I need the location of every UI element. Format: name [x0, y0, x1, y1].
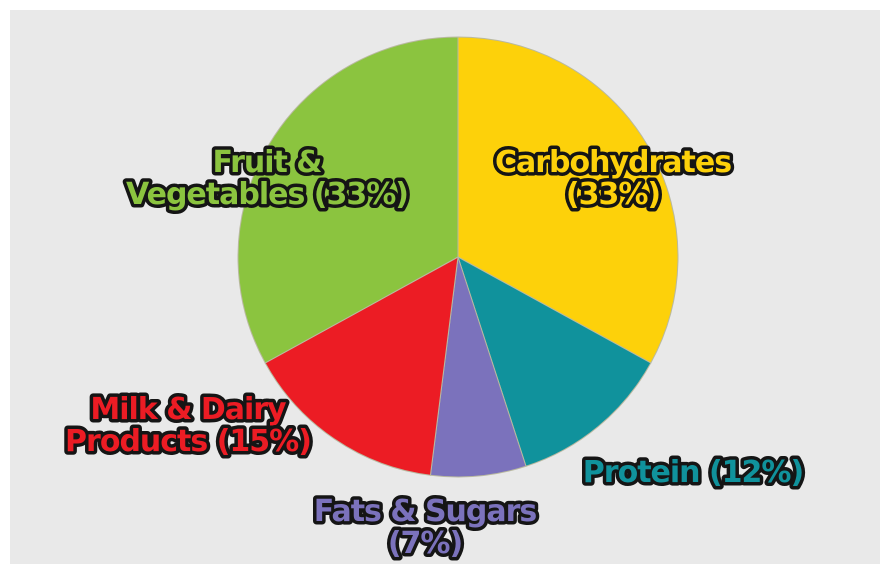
- pie-slice-protein: [457, 255, 652, 467]
- chart-area: Carbohydrates (33%) Protein (12%) Fats & Su…: [10, 10, 880, 564]
- slice-label-line: (7%): [388, 526, 462, 561]
- slice-label-line: Carbohydrates: [495, 145, 731, 180]
- slice-label-line: Protein (12%): [583, 455, 803, 490]
- pie-slice-fruit-and-vegetables: [237, 36, 459, 364]
- pie-chart: Carbohydrates (33%) Protein (12%) Fats & Su…: [62, 36, 808, 564]
- slice-label-fruit-and-vegetables: Fruit & Vegetables (33%): [126, 145, 408, 212]
- slice-label-line: Products (15%): [65, 424, 311, 459]
- slice-label-fats-and-sugars: Fats & Sugars (7%): [314, 494, 537, 561]
- slice-label-line: Fats & Sugars: [314, 494, 537, 529]
- slice-label-protein: Protein (12%): [583, 455, 803, 490]
- pie-slice-milk-and-dairy-products: [264, 256, 459, 476]
- slice-label-milk-and-dairy-products: Milk & Dairy Products (15%): [65, 392, 311, 459]
- slice-label-line: (33%): [566, 177, 660, 212]
- slice-label-line: Milk & Dairy: [90, 392, 287, 427]
- slice-label-line: Fruit &: [213, 145, 322, 180]
- slice-label-line: Vegetables (33%): [126, 177, 408, 212]
- pie-slice-carbohydrates: [457, 36, 679, 364]
- slice-label-carbohydrates: Carbohydrates (33%): [495, 145, 731, 212]
